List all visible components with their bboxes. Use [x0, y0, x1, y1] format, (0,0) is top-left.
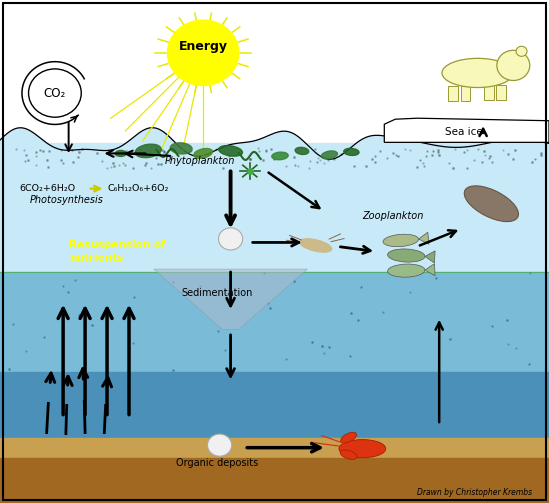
Ellipse shape [341, 432, 356, 443]
Ellipse shape [321, 151, 338, 159]
Bar [0, 272, 549, 372]
Ellipse shape [295, 147, 309, 154]
Circle shape [219, 228, 243, 250]
Text: C₆H₁₂O₆+6O₂: C₆H₁₂O₆+6O₂ [107, 184, 169, 193]
Ellipse shape [340, 450, 357, 459]
Polygon shape [418, 232, 429, 244]
Bar [0, 0, 549, 143]
Text: Energy: Energy [178, 40, 228, 53]
Ellipse shape [272, 152, 288, 160]
Bar [0, 143, 549, 272]
Polygon shape [384, 118, 549, 142]
Text: CO₂: CO₂ [44, 87, 66, 100]
Ellipse shape [170, 143, 192, 154]
Text: Phytoplankton: Phytoplankton [165, 156, 236, 166]
Ellipse shape [135, 144, 161, 157]
Ellipse shape [339, 440, 386, 458]
Ellipse shape [388, 249, 425, 262]
Circle shape [497, 50, 530, 80]
Ellipse shape [388, 264, 425, 277]
Bar [0, 372, 549, 438]
Circle shape [208, 434, 232, 456]
Text: Zooplankton: Zooplankton [362, 211, 423, 221]
Bar [461, 86, 470, 101]
Ellipse shape [219, 145, 243, 156]
Ellipse shape [383, 234, 418, 246]
Polygon shape [154, 269, 307, 329]
Ellipse shape [300, 239, 332, 252]
Text: Sedimentation: Sedimentation [181, 288, 253, 298]
Ellipse shape [344, 148, 359, 155]
Text: Photosynthesis: Photosynthesis [30, 195, 104, 205]
Polygon shape [425, 264, 435, 276]
Ellipse shape [194, 148, 212, 158]
Ellipse shape [442, 58, 513, 88]
Text: 6CO₂+6H₂O: 6CO₂+6H₂O [19, 184, 75, 193]
Bar [496, 85, 506, 100]
Circle shape [516, 46, 527, 56]
Circle shape [29, 69, 81, 117]
Text: Resuspension of
nutrients: Resuspension of nutrients [69, 240, 165, 263]
Ellipse shape [464, 186, 518, 222]
Text: Organic deposits: Organic deposits [176, 458, 258, 468]
Text: Drawn by Christopher Krembs: Drawn by Christopher Krembs [417, 488, 533, 497]
Text: Sea ice: Sea ice [445, 127, 483, 137]
Circle shape [167, 20, 239, 86]
Bar [0, 458, 549, 503]
Bar [0, 438, 549, 458]
Bar [484, 85, 494, 100]
Ellipse shape [115, 150, 126, 156]
Bar [448, 86, 458, 101]
Polygon shape [425, 251, 435, 263]
